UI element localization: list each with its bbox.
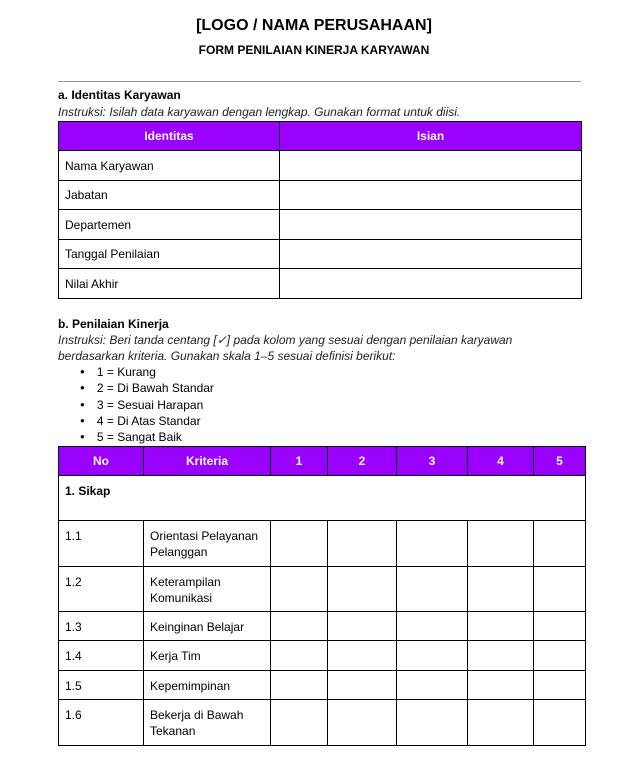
criteria-name: Bekerja di Bawah Tekanan bbox=[143, 699, 271, 746]
section-b-instruction-2: berdasarkan kriteria. Gunakan skala 1–5 … bbox=[58, 349, 396, 363]
criteria-name: Keinginan Belajar bbox=[143, 611, 271, 641]
criteria-no: 1.5 bbox=[58, 670, 144, 700]
col-isian: Isian bbox=[279, 121, 582, 151]
score-cell-4[interactable] bbox=[467, 566, 534, 612]
scale-item: 4 = Di Atas Standar bbox=[80, 413, 214, 429]
criteria-no: 1.2 bbox=[58, 566, 144, 612]
divider bbox=[58, 81, 581, 82]
section-a-instruction: Instruksi: Isilah data karyawan dengan l… bbox=[58, 105, 461, 119]
score-cell-1[interactable] bbox=[270, 699, 328, 746]
score-cell-5[interactable] bbox=[533, 670, 586, 700]
scale-list: 1 = Kurang 2 = Di Bawah Standar 3 = Sesu… bbox=[80, 364, 214, 445]
col-4: 4 bbox=[467, 446, 534, 476]
section-b-instruction-1: Instruksi: Beri tanda centang [✓] pada k… bbox=[58, 333, 513, 347]
scale-item: 2 = Di Bawah Standar bbox=[80, 380, 214, 396]
label-nama: Nama Karyawan bbox=[58, 150, 280, 181]
score-cell-5[interactable] bbox=[533, 566, 586, 612]
score-cell-3[interactable] bbox=[396, 520, 468, 567]
score-cell-1[interactable] bbox=[270, 640, 328, 671]
score-cell-3[interactable] bbox=[396, 611, 468, 641]
criteria-no: 1.6 bbox=[58, 699, 144, 746]
input-nama[interactable] bbox=[279, 150, 582, 181]
score-cell-1[interactable] bbox=[270, 566, 328, 612]
col-2: 2 bbox=[327, 446, 397, 476]
input-tanggal[interactable] bbox=[279, 239, 582, 269]
criteria-row: 1.2 Keterampilan Komunikasi bbox=[58, 566, 586, 612]
group-sikap: 1. Sikap bbox=[58, 475, 586, 521]
col-5: 5 bbox=[533, 446, 586, 476]
score-cell-4[interactable] bbox=[467, 611, 534, 641]
label-jabatan: Jabatan bbox=[58, 180, 280, 210]
identity-table: Identitas Isian Nama Karyawan Jabatan Dep… bbox=[58, 121, 582, 299]
score-cell-5[interactable] bbox=[533, 640, 586, 671]
score-cell-1[interactable] bbox=[270, 611, 328, 641]
score-cell-2[interactable] bbox=[327, 699, 397, 746]
company-logo-placeholder: [LOGO / NAMA PERUSAHAAN] bbox=[196, 17, 432, 34]
label-departemen: Departemen bbox=[58, 209, 280, 240]
col-3: 3 bbox=[396, 446, 468, 476]
score-cell-5[interactable] bbox=[533, 611, 586, 641]
criteria-row: 1.5 Kepemimpinan bbox=[58, 670, 586, 700]
score-cell-4[interactable] bbox=[467, 699, 534, 746]
criteria-row: 1.6 Bekerja di Bawah Tekanan bbox=[58, 699, 586, 746]
score-cell-5[interactable] bbox=[533, 699, 586, 746]
score-cell-4[interactable] bbox=[467, 640, 534, 671]
input-departemen[interactable] bbox=[279, 209, 582, 240]
criteria-no: 1.3 bbox=[58, 611, 144, 641]
criteria-no: 1.1 bbox=[58, 520, 144, 567]
input-nilai[interactable] bbox=[279, 268, 582, 299]
section-a-title: a. Identitas Karyawan bbox=[58, 88, 181, 102]
col-kriteria: Kriteria bbox=[143, 446, 271, 476]
criteria-no: 1.4 bbox=[58, 640, 144, 671]
criteria-row: 1.4 Kerja Tim bbox=[58, 640, 586, 671]
criteria-name: Kepemimpinan bbox=[143, 670, 271, 700]
score-cell-2[interactable] bbox=[327, 566, 397, 612]
form-title: FORM PENILAIAN KINERJA KARYAWAN bbox=[198, 43, 430, 57]
col-1: 1 bbox=[270, 446, 328, 476]
scale-item: 3 = Sesuai Harapan bbox=[80, 397, 214, 413]
score-cell-1[interactable] bbox=[270, 670, 328, 700]
score-cell-1[interactable] bbox=[270, 520, 328, 567]
scale-item: 5 = Sangat Baik bbox=[80, 429, 214, 445]
scale-item: 1 = Kurang bbox=[80, 364, 214, 380]
criteria-name: Orientasi Pelayanan Pelanggan bbox=[143, 520, 271, 567]
label-tanggal: Tanggal Penilaian bbox=[58, 239, 280, 269]
score-cell-2[interactable] bbox=[327, 611, 397, 641]
criteria-name: Keterampilan Komunikasi bbox=[143, 566, 271, 612]
score-cell-4[interactable] bbox=[467, 520, 534, 567]
col-no: No bbox=[58, 446, 144, 476]
score-cell-2[interactable] bbox=[327, 520, 397, 567]
score-cell-3[interactable] bbox=[396, 699, 468, 746]
col-identitas: Identitas bbox=[58, 121, 280, 151]
criteria-row: 1.3 Keinginan Belajar bbox=[58, 611, 586, 641]
label-nilai: Nilai Akhir bbox=[58, 268, 280, 299]
score-cell-2[interactable] bbox=[327, 670, 397, 700]
score-cell-3[interactable] bbox=[396, 670, 468, 700]
criteria-name: Kerja Tim bbox=[143, 640, 271, 671]
performance-table: No Kriteria 1 2 3 4 5 1. Sikap 1.1 Orient… bbox=[58, 446, 586, 746]
input-jabatan[interactable] bbox=[279, 180, 582, 210]
criteria-row: 1.1 Orientasi Pelayanan Pelanggan bbox=[58, 520, 586, 567]
score-cell-3[interactable] bbox=[396, 566, 468, 612]
section-b-title: b. Penilaian Kinerja bbox=[58, 317, 169, 331]
score-cell-4[interactable] bbox=[467, 670, 534, 700]
score-cell-3[interactable] bbox=[396, 640, 468, 671]
score-cell-5[interactable] bbox=[533, 520, 586, 567]
score-cell-2[interactable] bbox=[327, 640, 397, 671]
